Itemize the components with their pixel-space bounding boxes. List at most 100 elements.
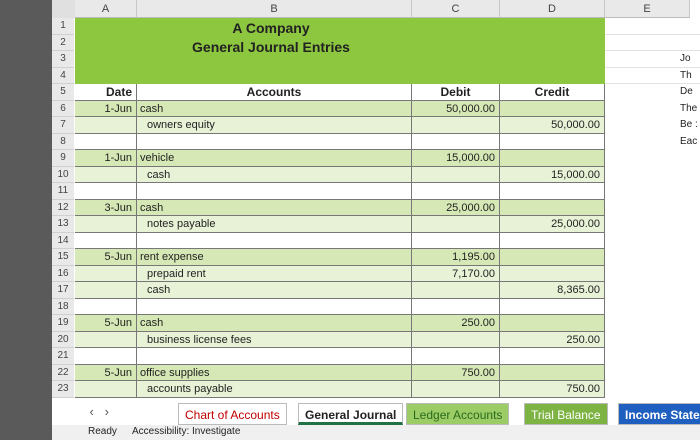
cell-credit[interactable] [500,298,605,315]
cell-date[interactable] [75,117,137,134]
row-number[interactable]: 5 [52,84,74,101]
cell-date[interactable]: 5-Jun [75,315,137,332]
cell-date[interactable]: Date [75,84,137,101]
sheet-tab[interactable]: Trial Balance [524,403,608,425]
cell-credit[interactable]: Credit [500,84,605,101]
cell-account[interactable]: cash [137,282,412,299]
cell-debit[interactable]: 25,000.00 [412,199,500,216]
cell-debit[interactable]: 250.00 [412,315,500,332]
row-number[interactable]: 17 [52,282,74,299]
sheet-tab[interactable]: Chart of Accounts [178,403,287,425]
row-number[interactable]: 9 [52,150,74,167]
column-header[interactable]: C [412,0,500,18]
cell-credit[interactable]: 250.00 [500,331,605,348]
cell-credit[interactable]: 25,000.00 [500,216,605,233]
column-header[interactable]: E [605,0,690,18]
cell-credit[interactable]: 15,000.00 [500,166,605,183]
cell-debit[interactable]: 7,170.00 [412,265,500,282]
cell-account[interactable]: cash [137,100,412,117]
side-text[interactable]: The [680,102,698,114]
row-number[interactable]: 4 [52,67,74,84]
status-accessibility[interactable]: Accessibility: Investigate [132,426,241,437]
row-number[interactable]: 10 [52,166,74,183]
cell-credit[interactable] [500,265,605,282]
cell-credit[interactable] [500,348,605,365]
row-number[interactable]: 14 [52,232,74,249]
cell-date[interactable] [75,282,137,299]
side-text[interactable]: Eac [680,135,698,147]
row-number[interactable]: 15 [52,249,74,266]
cell-date[interactable] [75,298,137,315]
cell-date[interactable] [75,381,137,398]
column-header[interactable]: B [137,0,412,18]
cell-credit[interactable]: 50,000.00 [500,117,605,134]
cell-credit[interactable] [500,150,605,167]
cell-date[interactable]: 1-Jun [75,100,137,117]
cell-date[interactable] [75,166,137,183]
cell-debit[interactable]: 750.00 [412,364,500,381]
cell-account[interactable] [137,133,412,150]
cell-credit[interactable] [500,364,605,381]
cell-credit[interactable]: 8,365.00 [500,282,605,299]
row-number[interactable]: 8 [52,133,74,150]
cell-date[interactable] [75,133,137,150]
row-number[interactable]: 23 [52,381,74,398]
row-number[interactable]: 13 [52,216,74,233]
sheet-tab[interactable]: Income State [618,403,700,425]
cell-debit[interactable] [412,216,500,233]
side-text[interactable]: Jo [680,53,691,64]
row-number[interactable]: 16 [52,265,74,282]
cell-debit[interactable]: 15,000.00 [412,150,500,167]
cell-credit[interactable] [500,199,605,216]
cell-debit[interactable] [412,331,500,348]
cell-credit[interactable] [500,232,605,249]
cell-account[interactable]: office supplies [137,364,412,381]
row-number[interactable]: 11 [52,183,74,200]
row-number[interactable]: 7 [52,117,74,134]
cell-debit[interactable]: Debit [412,84,500,101]
cell-account[interactable] [137,298,412,315]
sheet-tab[interactable]: Ledger Accounts [406,403,510,425]
cell-date[interactable] [75,265,137,282]
cell-credit[interactable] [500,315,605,332]
cell-credit[interactable] [500,133,605,150]
cell-debit[interactable] [412,381,500,398]
column-header[interactable]: D [500,0,605,18]
cell-date[interactable] [75,183,137,200]
cell-account[interactable]: Accounts [137,84,412,101]
row-number[interactable]: 1 [52,18,74,35]
column-header[interactable]: A [75,0,137,18]
cell-debit[interactable]: 1,195.00 [412,249,500,266]
row-number[interactable]: 20 [52,331,74,348]
side-text[interactable]: Th [680,69,692,81]
row-number[interactable]: 2 [52,34,74,51]
cell-date[interactable]: 5-Jun [75,364,137,381]
cell-account[interactable]: accounts payable [137,381,412,398]
cell-date[interactable] [75,348,137,365]
cell-date[interactable] [75,232,137,249]
cell-date[interactable] [75,216,137,233]
cell-debit[interactable] [412,166,500,183]
cell-credit[interactable] [500,183,605,200]
cell-credit[interactable] [500,249,605,266]
cell-date[interactable] [75,331,137,348]
cell-account[interactable] [137,183,412,200]
cell-account[interactable]: prepaid rent [137,265,412,282]
cell-date[interactable]: 3-Jun [75,199,137,216]
row-number[interactable]: 19 [52,315,74,332]
row-number[interactable]: 21 [52,348,74,365]
cell-account[interactable]: notes payable [137,216,412,233]
cell-debit[interactable] [412,117,500,134]
cell-debit[interactable] [412,348,500,365]
side-text[interactable]: De [680,86,693,97]
row-number[interactable]: 18 [52,298,74,315]
cell-debit[interactable] [412,282,500,299]
cell-debit[interactable]: 50,000.00 [412,100,500,117]
cell-account[interactable]: cash [137,315,412,332]
cell-debit[interactable] [412,298,500,315]
cell-account[interactable]: cash [137,166,412,183]
cell-debit[interactable] [412,232,500,249]
row-number[interactable]: 3 [52,51,74,68]
row-number[interactable]: 22 [52,364,74,381]
cell-debit[interactable] [412,133,500,150]
